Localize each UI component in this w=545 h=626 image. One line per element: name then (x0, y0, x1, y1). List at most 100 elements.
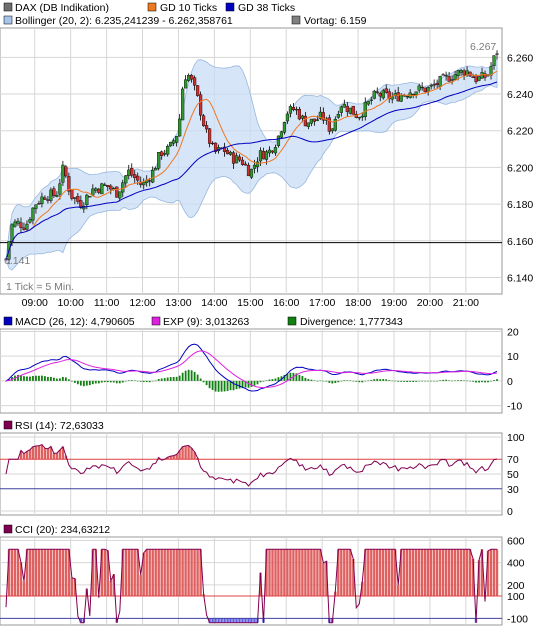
divergence-bar (367, 380, 370, 382)
divergence-bar (238, 380, 241, 389)
divergence-bar (163, 378, 166, 381)
divergence-bar (289, 372, 292, 381)
candle-body (441, 74, 445, 76)
candle-body (49, 189, 53, 201)
candle-body (207, 128, 212, 144)
divergence-bar (418, 380, 421, 382)
candle-body (181, 88, 185, 121)
macd-panel: 20 10 0 -10 (0, 326, 522, 414)
divergence-bar (250, 380, 253, 387)
divergence-bar (382, 379, 385, 381)
candle-body (231, 152, 236, 164)
divergence-bar (463, 380, 465, 382)
divergence-bar (35, 375, 37, 381)
candle-body (178, 118, 182, 137)
candle-body (124, 175, 128, 184)
candle-body (172, 140, 176, 144)
legend-swatch-cci (3, 524, 13, 534)
candle-body (495, 53, 499, 55)
candle-body (201, 115, 206, 127)
candle-body (88, 196, 92, 198)
candle-body (327, 117, 331, 132)
time-tick-label: 20:00 (417, 297, 443, 309)
legend-swatch-macd (3, 316, 13, 326)
candle-body (142, 182, 146, 186)
divergence-bar (26, 376, 28, 381)
price-last-label: 6.267 (470, 41, 496, 53)
divergence-bar (451, 380, 453, 382)
divergence-bar (91, 380, 94, 385)
candle-body (279, 131, 284, 138)
candle-body (333, 119, 337, 131)
legend-label-divergence: Divergence: 1,777343 (300, 316, 403, 328)
candle-body (432, 84, 436, 86)
candle-body (76, 195, 80, 202)
divergence-bar (70, 380, 73, 382)
divergence-bar (32, 376, 34, 381)
cci-y-tick-label: -100 (507, 613, 528, 625)
divergence-bar (415, 380, 418, 382)
time-tick-label: 18:00 (345, 297, 371, 309)
candle-body (103, 184, 107, 186)
cci-line (5, 548, 497, 624)
candle-body (351, 105, 355, 115)
candle-body (267, 149, 272, 154)
legend-label-macd: MACD (26, 12): 4,790605 (15, 316, 135, 328)
divergence-bar (394, 380, 397, 382)
divergence-bar (346, 380, 349, 381)
divergence-bar (475, 380, 477, 383)
candle-body (252, 164, 257, 169)
candle-body (100, 183, 104, 195)
divergence-bar (142, 380, 145, 383)
candle-body (169, 142, 173, 147)
candle-body (378, 93, 382, 97)
candle-body (249, 168, 254, 178)
legend-label-dax: DAX (DB Indikation) (15, 2, 109, 14)
interval-note: 1 Tick = 5 Min. (6, 281, 74, 293)
candle-body (190, 75, 194, 80)
candle-body (276, 135, 281, 146)
divergence-bar (442, 379, 445, 381)
divergence-bar (202, 380, 205, 383)
divergence-bar (17, 374, 19, 381)
macd-line (5, 343, 498, 392)
macd-y-ticks: 20 10 0 -10 (507, 326, 522, 412)
divergence-bar (178, 375, 181, 381)
candle-body (43, 197, 47, 200)
candle-body (127, 169, 131, 176)
divergence-bar (286, 373, 289, 381)
divergence-bar (298, 374, 301, 381)
candle-body (435, 83, 439, 85)
divergence-bar (334, 380, 337, 384)
candle-body (285, 113, 290, 122)
time-tick-label: 17:00 (309, 297, 335, 309)
divergence-bar (229, 380, 232, 391)
divergence-bar (448, 380, 451, 381)
divergence-bar (424, 380, 427, 382)
divergence-bar (385, 379, 388, 381)
candle-body (270, 150, 275, 153)
divergence-bar (280, 376, 283, 381)
divergence-bar (175, 376, 178, 381)
candle-body (97, 188, 101, 193)
candle-body (438, 76, 442, 87)
divergence-bar (268, 379, 271, 381)
divergence-bar (241, 380, 244, 389)
price-y-tick-label: 6.160 (507, 236, 533, 248)
divergence-bar (412, 380, 415, 383)
divergence-bar (53, 377, 55, 381)
candle-body (309, 118, 313, 124)
divergence-bar (397, 380, 400, 382)
divergence-bar (490, 380, 492, 382)
divergence-bar (88, 380, 91, 386)
time-tick-label: 16:00 (273, 297, 299, 309)
divergence-bar (181, 372, 184, 381)
candle-body (405, 95, 409, 98)
candle-body (133, 174, 137, 179)
divergence-bar (208, 380, 211, 389)
candle-body (261, 150, 266, 160)
divergence-bar (472, 380, 474, 382)
candle-body (447, 76, 451, 82)
rsi-grid (0, 433, 502, 515)
time-tick-label: 12:00 (129, 297, 155, 309)
